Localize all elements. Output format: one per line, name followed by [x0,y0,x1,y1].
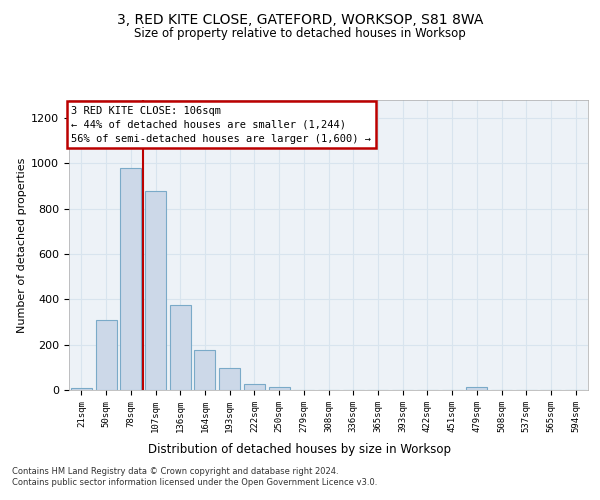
Text: Size of property relative to detached houses in Worksop: Size of property relative to detached ho… [134,28,466,40]
Bar [120,168,141,390]
Bar [244,384,265,390]
Bar [194,350,215,390]
Bar [269,388,290,390]
Bar [170,305,191,390]
Text: 3 RED KITE CLOSE: 106sqm
← 44% of detached houses are smaller (1,244)
56% of sem: 3 RED KITE CLOSE: 106sqm ← 44% of detach… [71,106,371,144]
Bar [219,368,240,390]
Text: Distribution of detached houses by size in Worksop: Distribution of detached houses by size … [149,442,452,456]
Bar [95,320,116,390]
Text: 3, RED KITE CLOSE, GATEFORD, WORKSOP, S81 8WA: 3, RED KITE CLOSE, GATEFORD, WORKSOP, S8… [117,12,483,26]
Text: Contains HM Land Registry data © Crown copyright and database right 2024.
Contai: Contains HM Land Registry data © Crown c… [12,468,377,487]
Y-axis label: Number of detached properties: Number of detached properties [17,158,27,332]
Bar [71,388,92,390]
Bar [145,190,166,390]
Bar [466,386,487,390]
